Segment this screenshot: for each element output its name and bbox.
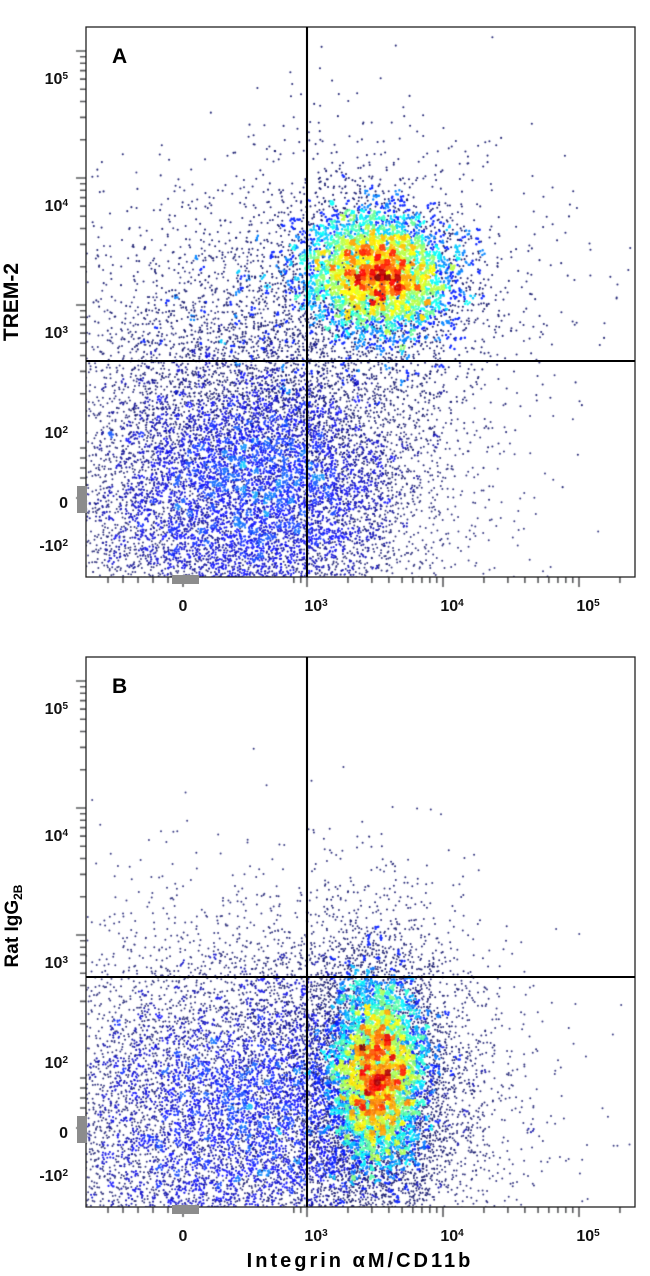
svg-text:104: 104 bbox=[440, 598, 464, 615]
svg-text:105: 105 bbox=[576, 598, 600, 615]
svg-text:103: 103 bbox=[304, 598, 328, 615]
svg-text:0: 0 bbox=[179, 1228, 188, 1245]
svg-text:-102: -102 bbox=[39, 1168, 68, 1185]
svg-text:102: 102 bbox=[45, 1055, 69, 1072]
svg-text:Integrin αM/CD11b: Integrin αM/CD11b bbox=[247, 1250, 474, 1272]
svg-text:-102: -102 bbox=[39, 538, 68, 555]
svg-text:103: 103 bbox=[304, 1228, 328, 1245]
svg-text:TREM-2: TREM-2 bbox=[0, 263, 23, 341]
svg-text:104: 104 bbox=[45, 198, 69, 215]
svg-text:0: 0 bbox=[59, 1125, 68, 1142]
svg-text:105: 105 bbox=[45, 701, 69, 718]
svg-text:103: 103 bbox=[45, 325, 69, 342]
svg-text:102: 102 bbox=[45, 425, 69, 442]
svg-text:104: 104 bbox=[45, 828, 69, 845]
svg-text:A: A bbox=[112, 45, 127, 68]
svg-text:Rat IgG2B: Rat IgG2B bbox=[2, 884, 25, 967]
svg-text:0: 0 bbox=[59, 495, 68, 512]
svg-text:B: B bbox=[112, 675, 127, 698]
svg-text:105: 105 bbox=[45, 71, 69, 88]
svg-text:0: 0 bbox=[179, 598, 188, 615]
svg-text:104: 104 bbox=[440, 1228, 464, 1245]
svg-text:105: 105 bbox=[576, 1228, 600, 1245]
svg-text:103: 103 bbox=[45, 955, 69, 972]
